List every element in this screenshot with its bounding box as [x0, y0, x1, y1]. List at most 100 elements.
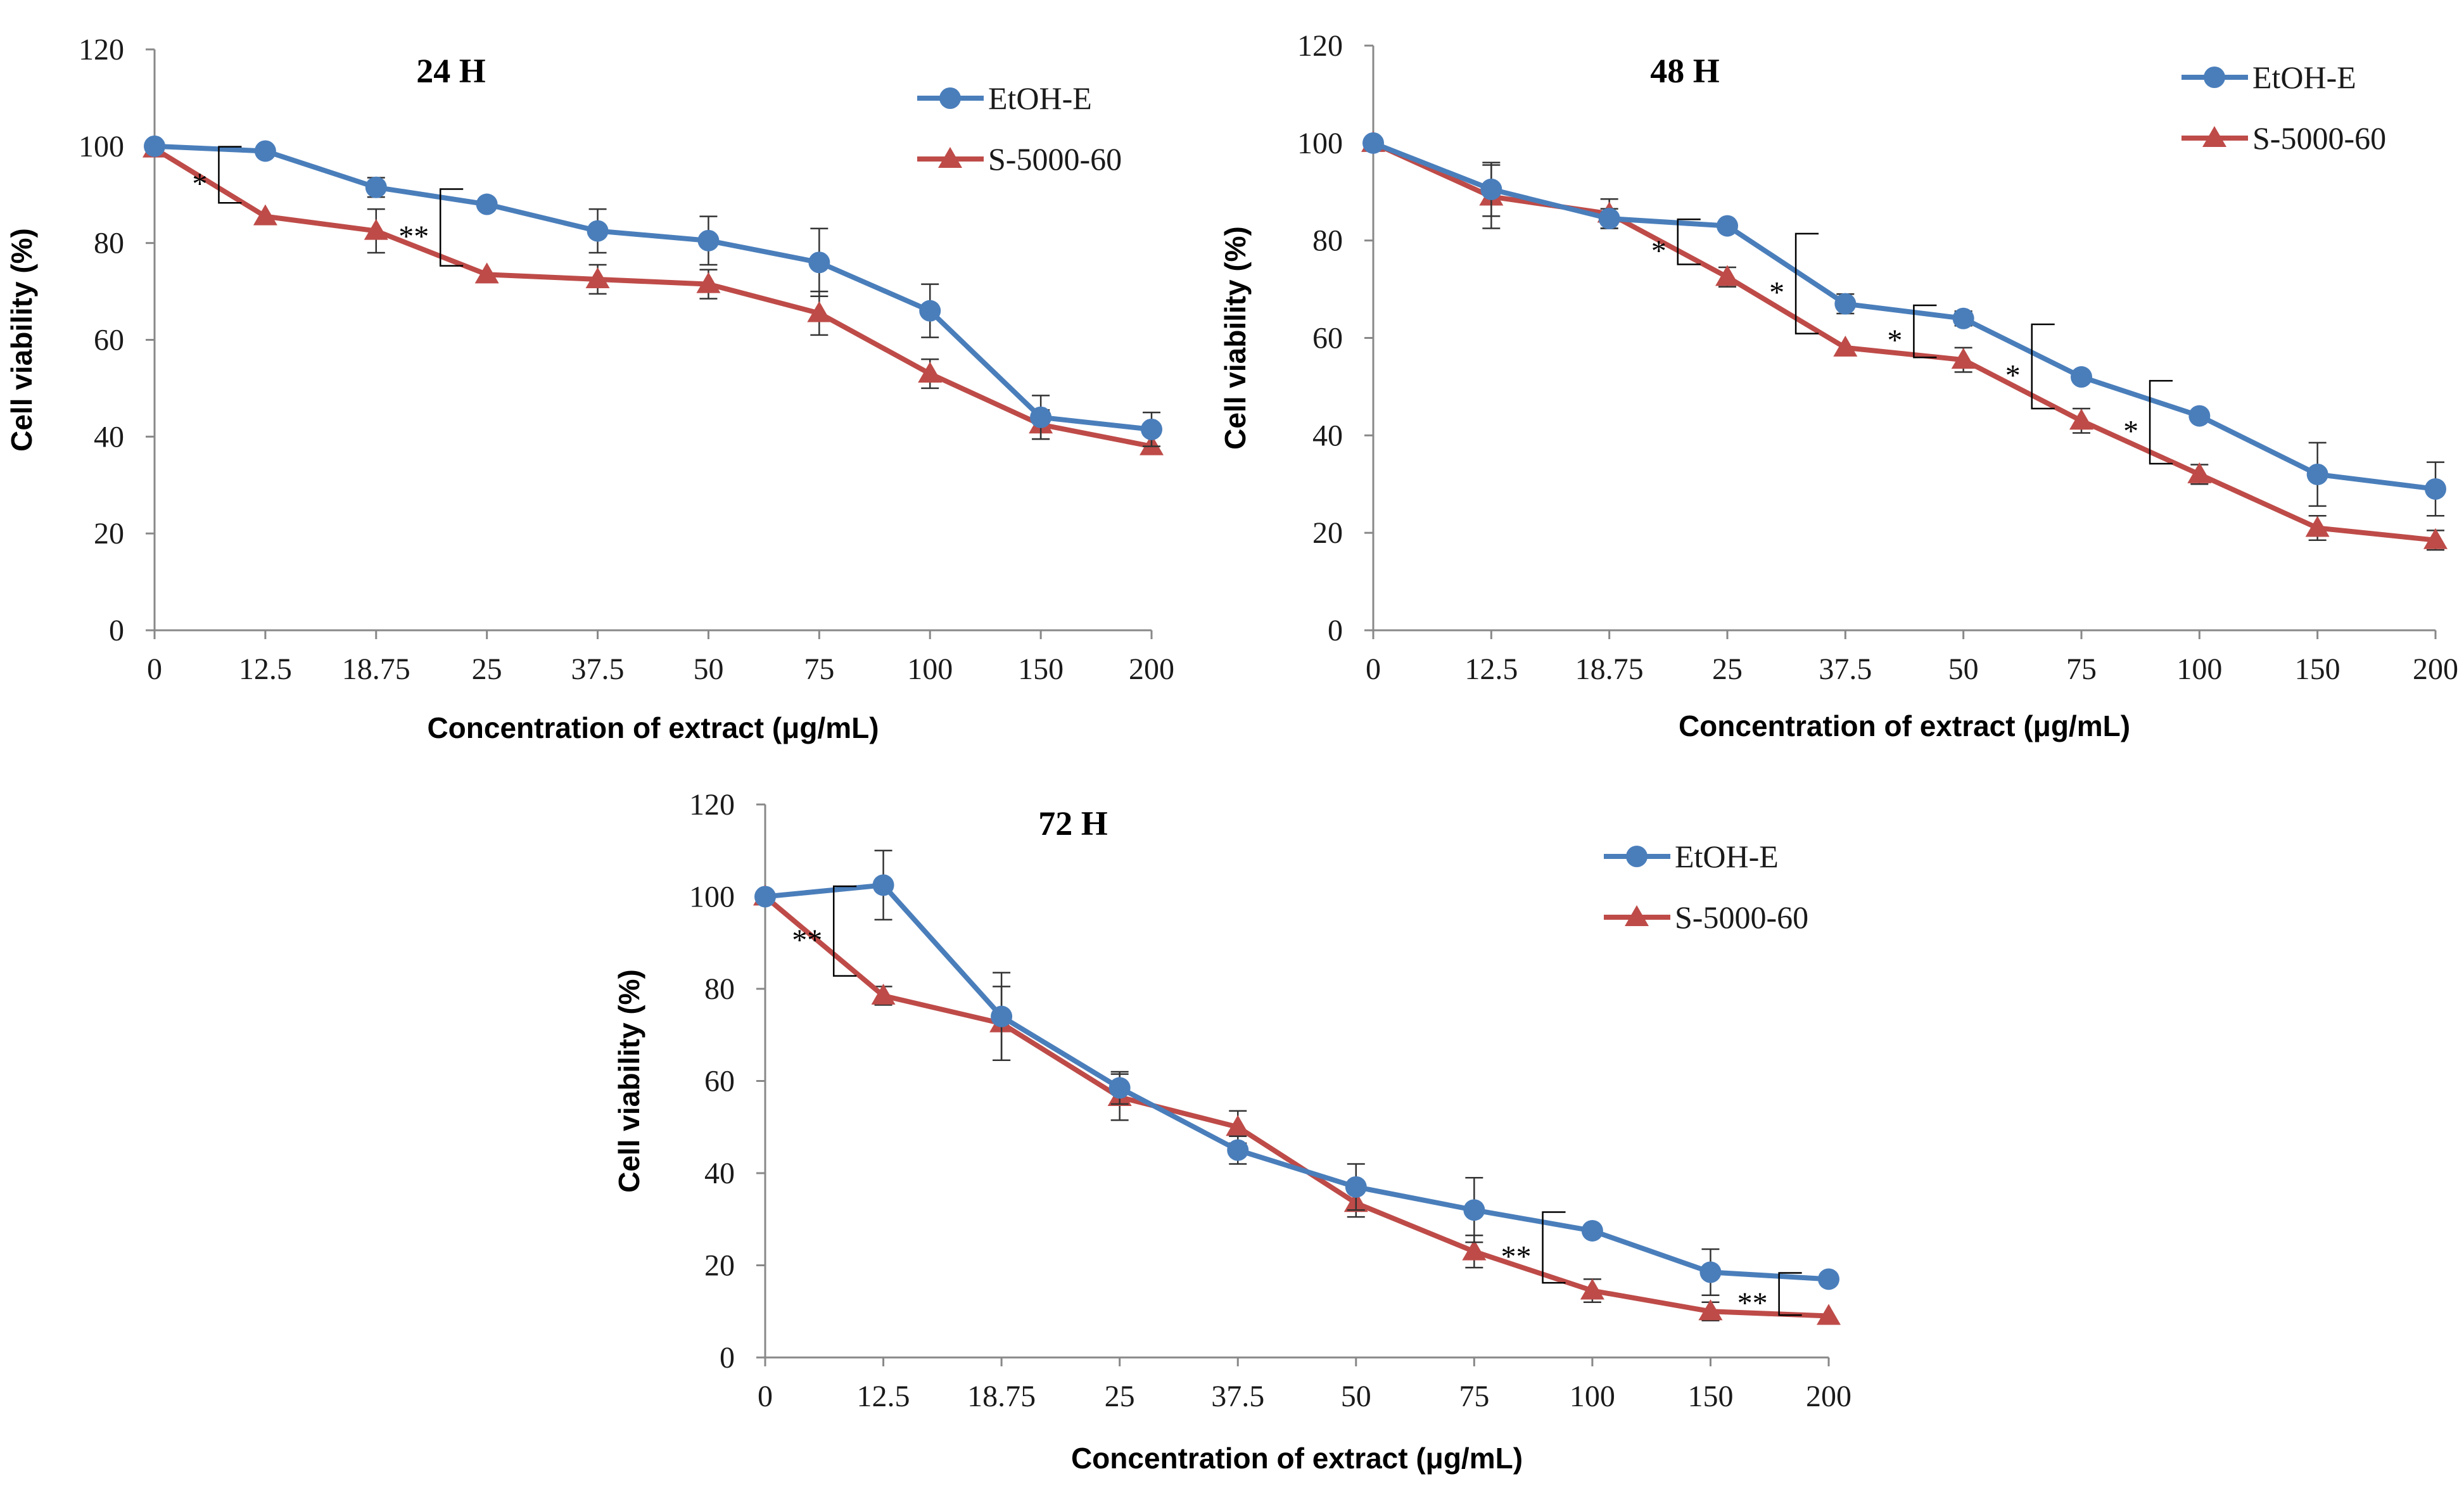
series-etoh-e: [144, 135, 1162, 447]
x-tick-label: 50: [693, 652, 723, 686]
y-tick-label: 80: [704, 972, 735, 1006]
y-tick-label: 0: [1328, 614, 1343, 647]
significance-label: **: [1737, 1287, 1768, 1320]
significance-label: *: [2005, 359, 2021, 392]
data-point: [991, 1005, 1013, 1027]
series-s-5000-60: [143, 136, 1164, 455]
x-tick-label: 18.75: [342, 652, 410, 686]
series-line: [1372, 141, 2436, 543]
significance-label: *: [1769, 276, 1784, 310]
legend-label: S-5000-60: [2252, 120, 2386, 156]
significance-label: *: [1887, 324, 1902, 357]
series-etoh-e: [754, 849, 1839, 1297]
y-tick-label: 0: [720, 1341, 735, 1375]
chart-panel-1: 0 20 40 60 80 100 120 0 12.5 18.75 25 37.5 50 75 100 15…: [5, 33, 1174, 744]
chart-panel-2: 0 20 40 60 80 100 120 0 12.5 18.75 25 37.5 50 75 100 15…: [1219, 29, 2458, 742]
bracket-line: [832, 885, 857, 977]
data-point: [696, 272, 721, 293]
data-point: [808, 251, 830, 274]
significance-bracket: **: [792, 885, 857, 977]
bracket-line: [439, 188, 464, 267]
x-axis-title: Concentration of extract (μg/mL): [427, 711, 879, 744]
data-point: [2187, 462, 2212, 483]
x-tick-label: 18.75: [967, 1380, 1036, 1413]
significance-bracket: *: [192, 146, 242, 204]
y-axis-title: Cell viability (%): [613, 969, 645, 1193]
chart-title: 72 H: [1038, 804, 1108, 842]
data-point: [2188, 405, 2211, 427]
data-point: [1227, 1139, 1249, 1161]
x-tick-label: 100: [1570, 1380, 1615, 1413]
legend: EtOH-E S-5000-60: [2181, 60, 2386, 156]
data-point: [1463, 1199, 1485, 1221]
data-point: [1834, 293, 1857, 315]
data-point: [364, 219, 388, 240]
x-tick-label: 25: [472, 652, 502, 686]
x-tick-label: 37.5: [1819, 652, 1872, 686]
significance-bracket: *: [2005, 323, 2055, 410]
significance-bracket: *: [1769, 232, 1819, 334]
y-tick-label: 120: [1297, 29, 1343, 63]
bracket-line: [1794, 232, 1819, 334]
data-point: [253, 204, 277, 226]
y-tick-label: 40: [1312, 419, 1343, 452]
data-point: [1715, 265, 1739, 286]
significance-label: *: [1651, 234, 1667, 268]
data-point: [2069, 409, 2093, 430]
y-tick-label: 20: [704, 1249, 735, 1283]
x-tick-label: 75: [2066, 652, 2097, 686]
legend-marker: [2204, 67, 2225, 88]
x-tick-label: 200: [1806, 1380, 1851, 1413]
x-tick-label: 25: [1105, 1380, 1135, 1413]
y-tick-label: 40: [704, 1157, 735, 1190]
data-point: [1480, 178, 1502, 200]
y-tick-label: 60: [704, 1065, 735, 1098]
legend-label: EtOH-E: [1675, 839, 1779, 874]
data-point: [474, 262, 499, 284]
data-point: [476, 193, 498, 215]
bracket-line: [1542, 1211, 1566, 1284]
chart-title: 24 H: [416, 52, 486, 90]
y-tick-label: 80: [1312, 224, 1343, 258]
x-tick-label: 37.5: [1211, 1380, 1264, 1413]
x-tick-label: 200: [2413, 652, 2458, 686]
data-point: [2071, 366, 2092, 388]
data-point: [1833, 335, 1858, 357]
x-axis-title: Concentration of extract (μg/mL): [1679, 709, 2130, 742]
data-point: [2425, 478, 2446, 500]
x-tick-label: 50: [1341, 1380, 1371, 1413]
x-tick-label: 18.75: [1575, 652, 1644, 686]
legend-label: S-5000-60: [1675, 899, 1808, 935]
x-axis-title: Concentration of extract (μg/mL): [1071, 1442, 1523, 1475]
y-tick-label: 60: [1312, 322, 1343, 355]
data-point: [1462, 1239, 1487, 1261]
x-tick-label: 150: [1687, 1380, 1733, 1413]
data-point: [1818, 1268, 1839, 1290]
data-point: [754, 886, 776, 908]
legend-marker: [939, 87, 961, 109]
data-point: [2305, 516, 2330, 537]
legend-label: EtOH-E: [988, 80, 1092, 116]
data-point: [697, 229, 720, 251]
data-point: [2423, 528, 2448, 549]
y-tick-label: 100: [689, 880, 735, 914]
significance-label: *: [192, 167, 207, 201]
y-tick-label: 60: [94, 324, 124, 357]
x-tick-label: 25: [1712, 652, 1743, 686]
data-point: [1581, 1219, 1603, 1242]
chart-panel-3: 0 20 40 60 80 100 120 0 12.5 18.75 25 37.5 50 75 100 15…: [613, 788, 1851, 1475]
legend-marker: [938, 147, 962, 168]
y-tick-label: 100: [1297, 127, 1343, 160]
data-point: [1108, 1077, 1131, 1099]
data-point: [872, 874, 894, 896]
x-tick-label: 75: [1459, 1380, 1489, 1413]
y-tick-label: 40: [94, 420, 124, 454]
x-tick-label: 37.5: [571, 652, 625, 686]
data-point: [1951, 348, 1976, 369]
series-line: [1372, 141, 2436, 492]
data-point: [254, 140, 276, 162]
y-tick-label: 120: [79, 33, 124, 67]
data-point: [585, 267, 610, 288]
series-line: [153, 146, 1152, 449]
legend-marker: [2202, 126, 2226, 147]
